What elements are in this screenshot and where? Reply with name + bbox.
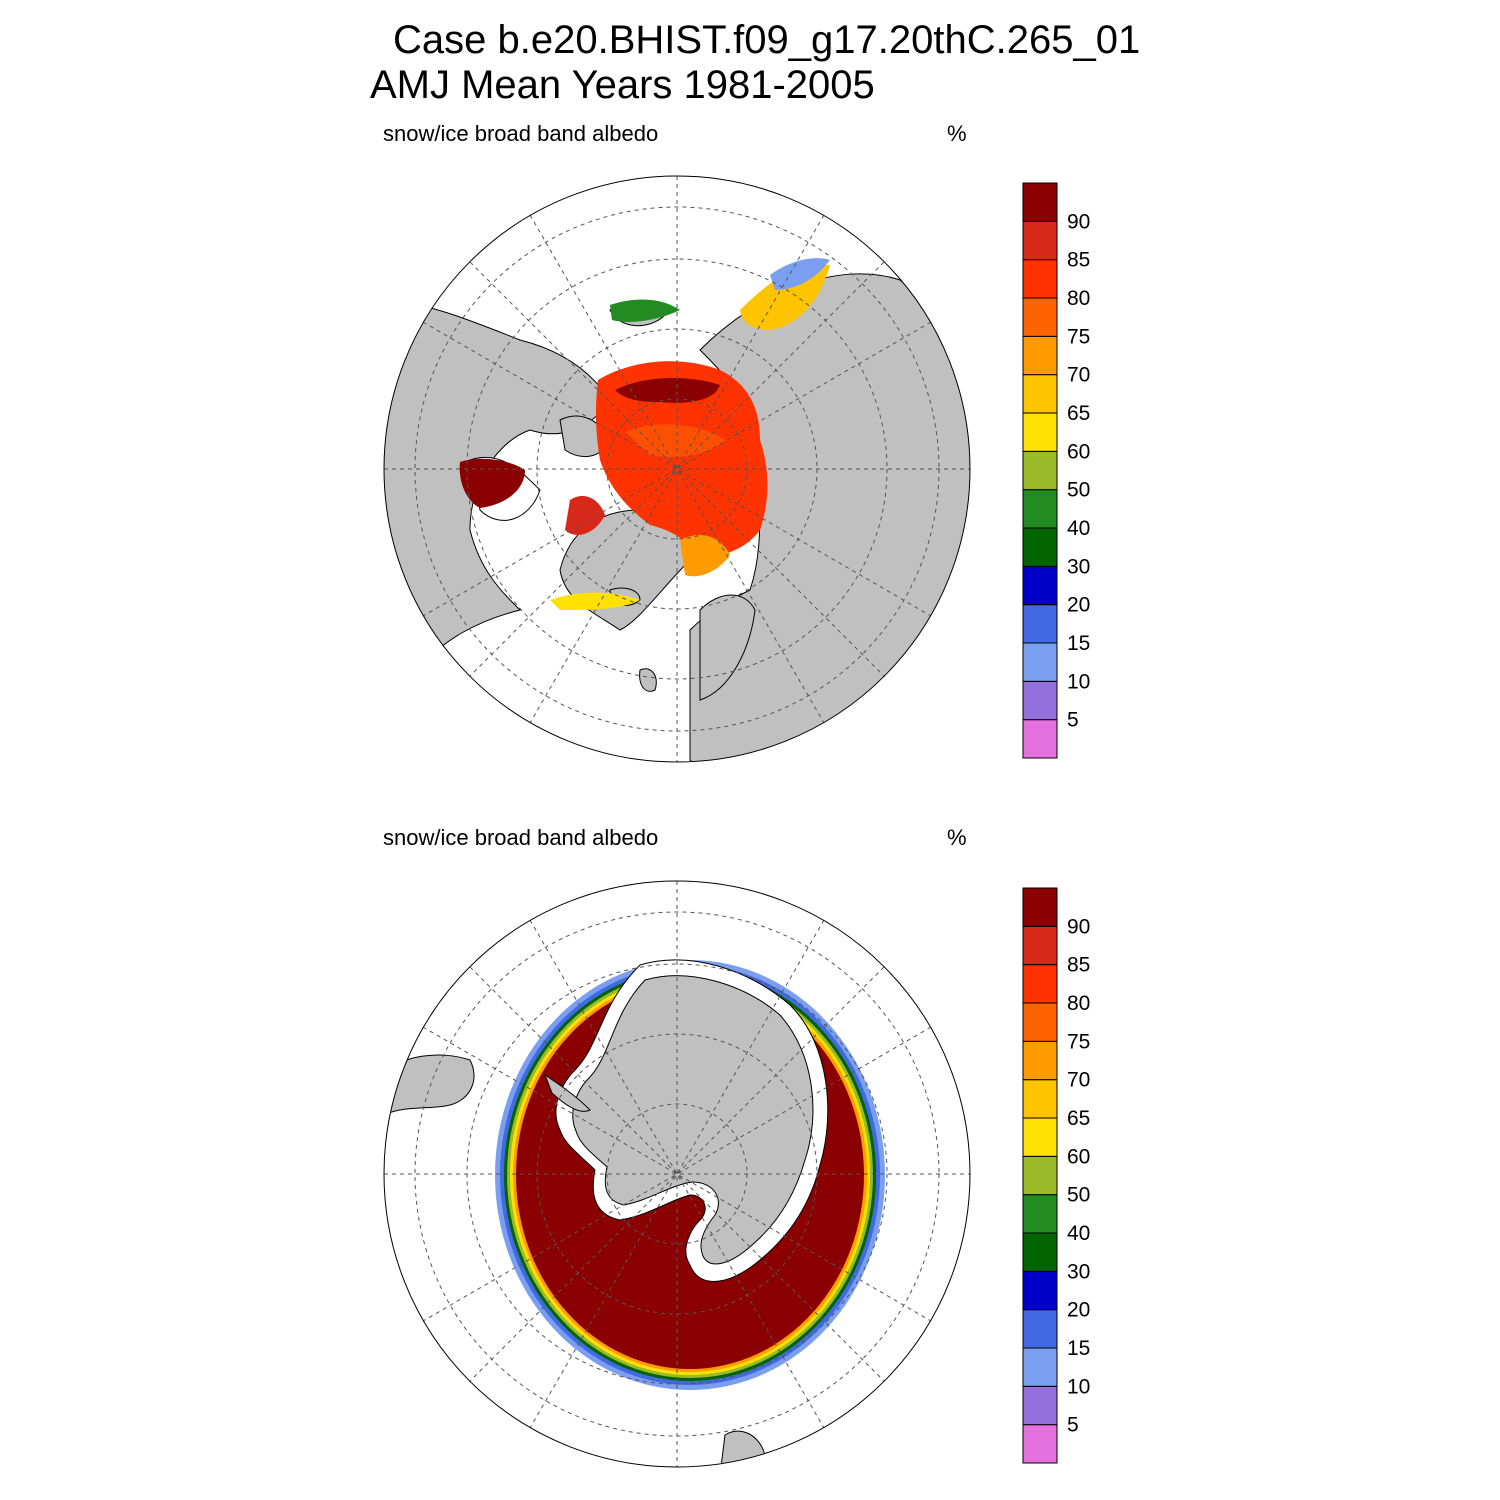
- sh-colorbar-swatch: [1022, 1424, 1058, 1464]
- sh-colorbar-label: 20: [1067, 1299, 1090, 1322]
- nh-colorbar-swatch: [1022, 412, 1058, 452]
- sh-colorbar-label: 30: [1067, 1260, 1090, 1283]
- nh-colorbar-swatch: [1022, 335, 1058, 376]
- nh-colorbar-label: 15: [1067, 632, 1090, 655]
- sh-colorbar-label: 15: [1067, 1337, 1090, 1360]
- nh-colorbar-label: 70: [1067, 364, 1090, 387]
- sh-antarctica: [543, 959, 829, 1282]
- nh-colorbar-swatch: [1022, 450, 1058, 491]
- sh-colorbar-swatch: [1022, 1194, 1058, 1234]
- sh-colorbar-swatch: [1022, 925, 1058, 966]
- sh-polar-map: [383, 880, 971, 1468]
- nh-colorbar-label: 10: [1067, 670, 1090, 693]
- nh-colorbar-label: 85: [1067, 249, 1090, 272]
- nh-colorbar-swatch: [1022, 642, 1058, 682]
- nh-colorbar-labels: 5 10 15 20 30 40 50 60 65 70 75 80 85 90: [1067, 210, 1090, 731]
- sh-colorbar-swatches: [1022, 887, 1058, 1464]
- nh-colorbar-label: 75: [1067, 325, 1090, 348]
- sh-colorbar-label: 5: [1067, 1414, 1079, 1437]
- sh-colorbar-swatch: [1022, 1155, 1058, 1196]
- nh-colorbar-swatch: [1022, 374, 1058, 414]
- nh-colorbar-swatch: [1022, 259, 1058, 299]
- nh-colorbar-swatch: [1022, 565, 1058, 606]
- main-title: Case b.e20.BHIST.f09_g17.20thC.265_01: [393, 18, 1141, 62]
- nh-colorbar-label: 80: [1067, 287, 1090, 310]
- sh-colorbar-label: 70: [1067, 1069, 1090, 1092]
- sh-colorbar-label: 10: [1067, 1375, 1090, 1398]
- nh-colorbar: 5 10 15 20 30 40 50 60 65 70 75 80 85 90: [1022, 182, 1090, 759]
- nh-units-label: %: [947, 121, 967, 146]
- sh-colorbar-label: 65: [1067, 1107, 1090, 1130]
- sh-colorbar-label: 60: [1067, 1145, 1090, 1168]
- nh-colorbar-swatch: [1022, 182, 1058, 222]
- nh-graticule: [384, 176, 970, 762]
- nh-colorbar-swatch: [1022, 220, 1058, 261]
- subtitle-season-years: AMJ Mean Years 1981-2005: [370, 63, 875, 107]
- sh-units-label: %: [947, 825, 967, 850]
- nh-colorbar-swatch: [1022, 680, 1058, 721]
- sh-colorbar-label: 75: [1067, 1030, 1090, 1053]
- nh-colorbar-swatches: [1022, 182, 1058, 759]
- nh-colorbar-label: 90: [1067, 210, 1090, 233]
- sh-colorbar-swatch: [1022, 887, 1058, 927]
- nh-polar-map: [383, 175, 971, 763]
- sh-colorbar-label: 80: [1067, 992, 1090, 1015]
- sh-colorbar-swatch: [1022, 1079, 1058, 1119]
- nh-colorbar-label: 30: [1067, 555, 1090, 578]
- nh-field-label: snow/ice broad band albedo: [383, 121, 659, 146]
- sh-colorbar-label: 85: [1067, 954, 1090, 977]
- sh-colorbar-swatch: [1022, 1385, 1058, 1426]
- nh-colorbar-label: 40: [1067, 517, 1090, 540]
- sh-colorbar-swatch: [1022, 1309, 1058, 1349]
- sh-colorbar-swatch: [1022, 1347, 1058, 1387]
- sh-colorbar-labels: 5 10 15 20 30 40 50 60 65 70 75 80 85 90: [1067, 915, 1090, 1436]
- sh-colorbar-swatch: [1022, 1232, 1058, 1272]
- nh-colorbar-label: 5: [1067, 709, 1079, 732]
- nh-colorbar-swatch: [1022, 719, 1058, 759]
- sh-map-border: [383, 880, 971, 1468]
- nh-colorbar-label: 50: [1067, 479, 1090, 502]
- sh-colorbar-swatch: [1022, 964, 1058, 1004]
- nh-map-border: [383, 175, 971, 763]
- nh-colorbar-swatch: [1022, 489, 1058, 529]
- nh-colorbar-swatch: [1022, 527, 1058, 567]
- sh-graticule: [384, 881, 970, 1467]
- nh-colorbar-swatch: [1022, 297, 1058, 337]
- sh-colorbar-swatch: [1022, 1002, 1058, 1042]
- nh-colorbar-label: 65: [1067, 402, 1090, 425]
- sh-colorbar-swatch: [1022, 1117, 1058, 1157]
- sh-field-label: snow/ice broad band albedo: [383, 825, 659, 850]
- nh-colorbar-label: 60: [1067, 440, 1090, 463]
- nh-colorbar-label: 20: [1067, 594, 1090, 617]
- nh-colorbar-swatch: [1022, 604, 1058, 644]
- sh-colorbar-swatch: [1022, 1040, 1058, 1081]
- sh-colorbar-label: 50: [1067, 1184, 1090, 1207]
- sh-colorbar: 5 10 15 20 30 40 50 60 65 70 75 80 85 90: [1022, 887, 1090, 1464]
- sh-colorbar-swatch: [1022, 1270, 1058, 1311]
- sh-colorbar-label: 90: [1067, 915, 1090, 938]
- sh-colorbar-label: 40: [1067, 1222, 1090, 1245]
